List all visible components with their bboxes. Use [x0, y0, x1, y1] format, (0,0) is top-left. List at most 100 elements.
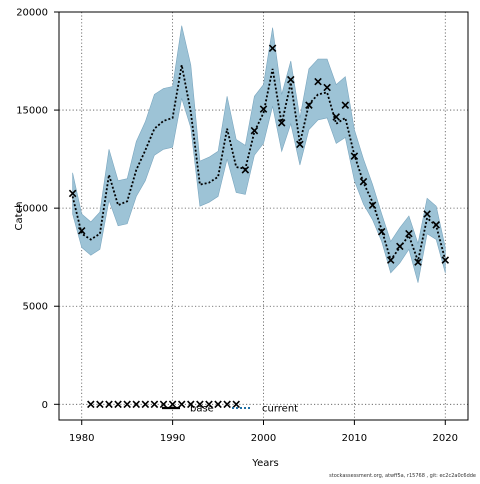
series-base-marker	[377, 227, 386, 236]
series-base-marker	[241, 166, 250, 174]
series-base-point	[150, 400, 159, 409]
y-tick-label: 0	[42, 400, 48, 411]
series-base-marker	[332, 113, 340, 121]
series-base-point	[77, 226, 86, 235]
series-base-point	[168, 400, 177, 409]
series-base-marker	[259, 105, 268, 113]
series-base-point	[377, 227, 386, 236]
series-base-marker	[277, 119, 286, 127]
series-base-point	[96, 400, 104, 409]
series-base-marker	[250, 126, 259, 135]
series-base-marker	[432, 221, 440, 229]
series-base-marker	[123, 400, 131, 409]
series-base-point	[187, 400, 195, 409]
series-base-point	[250, 126, 259, 135]
footer-note: stockassessment.org, atwff5a, r15768 , g…	[329, 473, 476, 479]
x-tick-label: 2020	[433, 433, 458, 444]
series-base-marker	[350, 152, 359, 160]
series-base-point	[214, 400, 222, 409]
series-base-marker	[414, 258, 422, 266]
y-axis-label: Catch	[14, 202, 25, 231]
series-base-marker	[359, 177, 368, 186]
x-axis-label: Years	[251, 458, 278, 469]
series-base-marker	[441, 256, 450, 264]
y-tick-label: 20000	[16, 8, 48, 19]
series-base-point	[396, 242, 404, 251]
series-base-point	[350, 152, 359, 160]
series-base-point	[132, 400, 141, 409]
legend-base-label: base	[190, 404, 214, 415]
x-tick-label: 2000	[251, 433, 276, 444]
series-base-point	[205, 400, 213, 409]
series-base-point	[368, 201, 377, 209]
series-base-marker	[296, 140, 304, 149]
series-base-marker	[305, 101, 313, 109]
series-base-marker	[177, 400, 186, 409]
series-base-marker	[386, 256, 395, 264]
series-base-point	[314, 77, 322, 86]
series-base-point	[323, 83, 331, 92]
series-base-marker	[187, 400, 195, 409]
series-base-marker	[105, 400, 113, 409]
series-base-point	[159, 400, 168, 409]
series-base-marker	[159, 400, 168, 409]
series-base-point	[432, 221, 440, 229]
series-base-marker	[114, 400, 122, 409]
series-base-point	[414, 258, 422, 266]
series-base-point	[196, 400, 204, 409]
y-tick-label: 15000	[16, 106, 48, 117]
series-base-marker	[368, 201, 377, 209]
series-base-point	[241, 166, 250, 174]
series-base-point	[141, 400, 150, 409]
series-base-point	[114, 400, 122, 409]
series-base-point	[441, 256, 450, 264]
series-base-point	[305, 101, 313, 109]
series-base-point	[341, 101, 350, 109]
series-current-line	[71, 64, 447, 265]
series-base-marker	[287, 75, 295, 84]
series-base-point	[223, 400, 231, 409]
series-base-marker	[223, 400, 231, 409]
series-base-marker	[196, 400, 204, 409]
series-base-point	[68, 189, 77, 198]
series-base-marker	[396, 242, 404, 251]
legend-current-label: current	[262, 404, 298, 415]
series-base-point	[277, 119, 286, 127]
series-base-point	[232, 400, 240, 409]
series-base-marker	[205, 400, 213, 409]
series-base-point	[268, 44, 277, 53]
x-tick-label: 1990	[160, 433, 185, 444]
series-base-point	[259, 105, 268, 113]
series-current-band	[72, 25, 446, 283]
y-tick-label: 10000	[16, 204, 48, 215]
series-base-point	[332, 113, 340, 121]
series-base-marker	[341, 101, 350, 109]
series-base-marker	[68, 189, 77, 198]
y-tick-label: 5000	[23, 302, 48, 313]
series-base-marker	[405, 229, 413, 238]
series-base-marker	[268, 44, 277, 53]
series-base-marker	[232, 400, 240, 409]
series-base-marker	[423, 210, 431, 218]
x-tick-label: 1980	[69, 433, 94, 444]
series-base-marker	[77, 226, 86, 235]
series-base-point	[405, 229, 413, 238]
series-base-point	[177, 400, 186, 409]
series-base-marker	[314, 77, 322, 86]
series-base-point	[423, 210, 431, 218]
series-base-point	[359, 177, 368, 186]
series-base-marker	[132, 400, 141, 409]
series-base-point	[87, 400, 95, 409]
series-base-point	[287, 75, 295, 84]
series-base-marker	[87, 400, 95, 409]
series-base-point	[296, 140, 304, 149]
series-base-marker	[323, 83, 331, 92]
series-base-marker	[150, 400, 159, 409]
series-base-marker	[168, 400, 177, 409]
series-base-marker	[214, 400, 222, 409]
series-base-point	[386, 256, 395, 264]
series-base-marker	[141, 400, 150, 409]
x-tick-label: 2010	[342, 433, 367, 444]
